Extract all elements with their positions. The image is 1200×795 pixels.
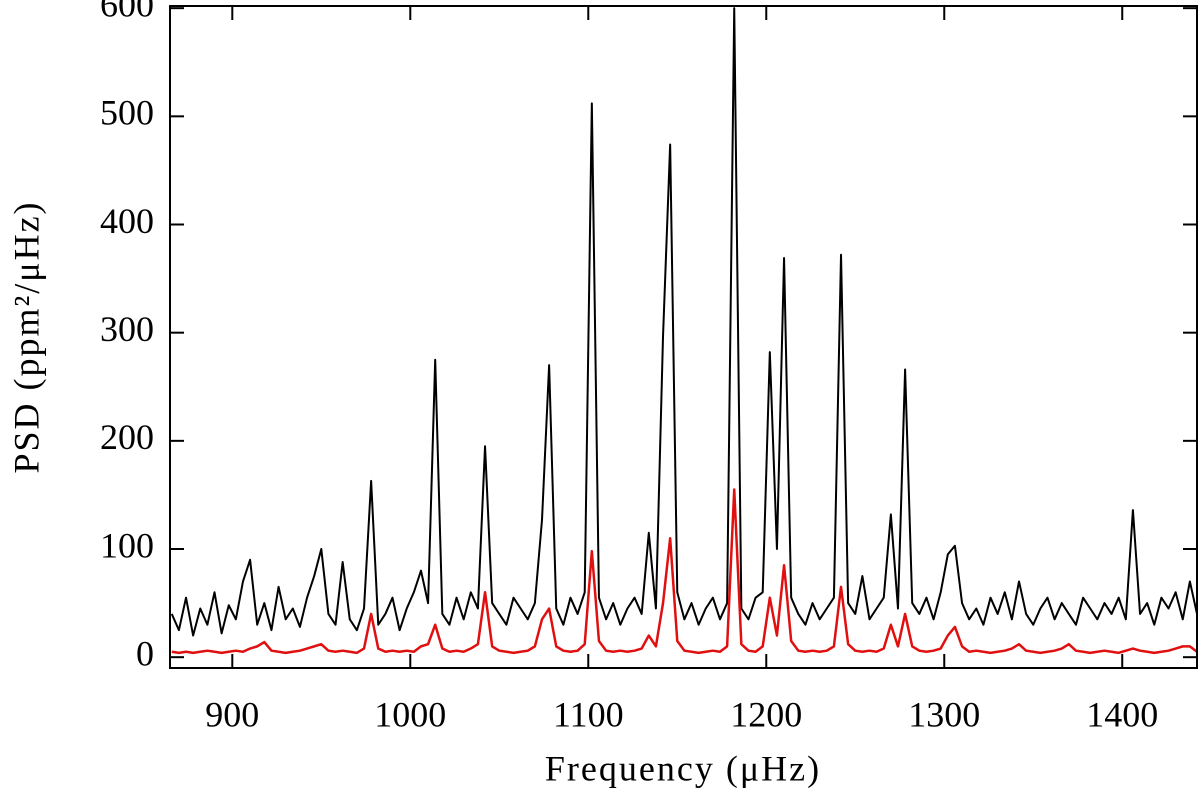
y-tick-label: 400 (100, 201, 154, 241)
x-tick-label: 1300 (908, 694, 980, 734)
plot-frame (169, 5, 1198, 669)
y-tick-label: 100 (100, 525, 154, 565)
y-tick-label: 0 (136, 633, 154, 673)
x-axis-label: Frequency (μHz) (545, 748, 821, 788)
series-line (171, 488, 1197, 655)
plot-area (170, 7, 1197, 655)
x-tick-label: 1000 (374, 694, 446, 734)
series-line (170, 7, 1197, 637)
y-tick-label: 300 (100, 309, 154, 349)
y-tick-label: 200 (100, 417, 154, 457)
x-tick-label: 1400 (1086, 694, 1158, 734)
x-tick-label: 1100 (553, 694, 624, 734)
y-tick-label: 500 (100, 93, 154, 133)
x-tick-label: 900 (205, 694, 259, 734)
y-axis-label: PSD (ppm²/μHz) (6, 200, 46, 473)
x-tick-label: 1200 (730, 694, 802, 734)
y-tick-label: 600 (100, 0, 154, 24)
